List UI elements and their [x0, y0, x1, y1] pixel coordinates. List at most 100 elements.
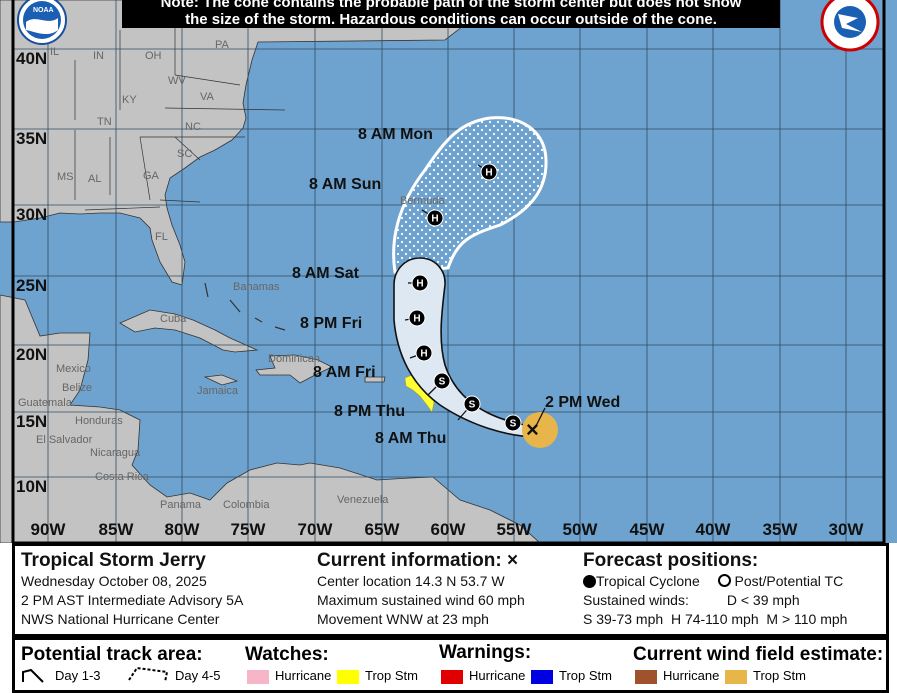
land-jamaica — [203, 374, 239, 386]
state-label: IN — [93, 50, 104, 62]
svg-text:NOAA: NOAA — [33, 7, 54, 14]
place-label: Jamaica — [197, 385, 239, 397]
place-label: Cuba — [160, 313, 187, 325]
lon-label: 80W — [165, 520, 201, 539]
wind-field-title: Current wind field estimate: — [633, 644, 884, 665]
forecast-positions-title: Forecast positions: — [583, 550, 759, 571]
lon-label: 40W — [696, 520, 732, 539]
lat-label: 10N — [16, 477, 47, 496]
state-borders — [74, 27, 286, 211]
place-label: Mexico — [56, 363, 91, 375]
ts-warning-swatch — [531, 670, 553, 684]
lon-label: 70W — [298, 520, 334, 539]
note-line-1: Note: The cone contains the probable pat… — [160, 0, 742, 11]
state-label: KY — [122, 94, 137, 106]
current-time-label: 2 PM Wed — [545, 394, 620, 411]
filled-circle-icon — [583, 575, 596, 588]
place-label: Colombia — [223, 499, 270, 511]
legend-panel: Potential track area: Day 1-3 Day 4-5 Wa… — [12, 637, 889, 693]
lon-label: 65W — [365, 520, 401, 539]
day13-label: Day 1-3 — [55, 668, 101, 683]
land-hispaniola — [255, 354, 333, 384]
intensity-letter: S — [510, 419, 517, 430]
lon-label: 50W — [563, 520, 599, 539]
place-label: Bahamas — [233, 281, 280, 293]
state-label: PA — [215, 39, 230, 51]
wind-field-estimate — [522, 412, 558, 448]
place-label: Costa Rica — [95, 471, 150, 483]
place-label: Panama — [160, 499, 202, 511]
tropical-cyclone-label: Tropical Cyclone — [596, 573, 700, 589]
state-label: AL — [88, 173, 101, 185]
state-label: SC — [177, 148, 192, 160]
track-area-title: Potential track area: — [21, 644, 203, 665]
intensity-scale: S 39-73 mph H 74-110 mph M > 110 mph — [583, 611, 848, 627]
state-label: MS — [57, 171, 74, 183]
forecast-position-marker: H — [426, 209, 444, 227]
land-latin-america — [0, 294, 541, 543]
lon-label: 45W — [630, 520, 666, 539]
forecast-position-marker: S — [504, 414, 522, 432]
noaa-logo: NOAA — [17, 0, 67, 45]
place-label: Dominican — [268, 353, 320, 365]
state-label: OH — [145, 50, 162, 62]
land-bahamas — [204, 282, 286, 331]
hurricane-warning-label: Hurricane — [469, 668, 526, 683]
intensity-letter: S — [469, 400, 476, 411]
place-label: Bermuda — [400, 195, 446, 207]
forecast-time-label: 8 AM Fri — [313, 364, 376, 381]
movement: Movement WNW at 23 mph — [317, 611, 489, 627]
lat-label: 40N — [16, 49, 47, 68]
place-label: Guatemala — [18, 397, 73, 409]
place-label: El Salvador — [36, 434, 93, 446]
lat-label: 25N — [16, 276, 47, 295]
place-label: Belize — [62, 382, 92, 394]
day13-cone-icon — [22, 668, 44, 683]
lat-label: 20N — [16, 345, 47, 364]
sustained-winds-label: Sustained winds: — [583, 592, 689, 608]
hurricane-watch-label: Hurricane — [275, 668, 332, 683]
cone-day-4-5 — [392, 116, 548, 274]
place-label: Honduras — [75, 415, 123, 427]
forecast-position-marker: H — [411, 274, 429, 292]
ts-wind-swatch — [725, 670, 747, 684]
intensity-letter: H — [416, 279, 423, 290]
day45-cone-icon — [128, 666, 169, 682]
cone-day-1-3 — [393, 257, 536, 438]
land-cuba — [119, 309, 259, 353]
max-wind: Maximum sustained wind 60 mph — [317, 592, 525, 608]
intensity-letter: H — [413, 314, 420, 325]
place-label: Nicaragua — [90, 447, 141, 459]
intensity-letter: S — [439, 377, 446, 388]
axis-labels: 40N 35N 30N 25N 20N 15N 10N 90W 85W 80W 75W 70W 65W 6… — [16, 49, 864, 539]
state-label: TN — [97, 116, 112, 128]
storm-info-panel: Tropical Storm Jerry Wednesday October 0… — [12, 543, 889, 637]
state-label: GA — [143, 170, 160, 182]
forecast-position-marker: H — [408, 309, 426, 327]
state-label: IL — [50, 46, 59, 58]
ts-watch-swatch — [337, 670, 359, 684]
state-label: VA — [200, 91, 215, 103]
open-circle-icon — [717, 574, 731, 587]
advisory-number: 2 PM AST Intermediate Advisory 5A — [21, 592, 244, 608]
lat-label: 35N — [16, 129, 47, 148]
forecast-position-marker: H — [415, 344, 433, 362]
advisory-date: Wednesday October 08, 2025 — [21, 573, 207, 589]
intensity-letter: H — [420, 349, 427, 360]
state-label: FL — [155, 231, 168, 243]
hurricane-warning-swatch — [441, 670, 463, 684]
watches-title: Watches: — [245, 644, 329, 665]
center-location: Center location 14.3 N 53.7 W — [317, 573, 505, 589]
hurricane-watch-swatch — [247, 670, 269, 684]
lon-label: 30W — [829, 520, 865, 539]
forecast-track: 8 AM Thu 8 PM Thu 8 AM Fri 8 PM Fri 8 AM Sat… — [292, 126, 522, 447]
forecast-position-marker: H — [480, 163, 498, 181]
storm-name: Tropical Storm Jerry — [21, 550, 206, 571]
map-border — [11, 0, 886, 543]
current-position-x-icon: × — [526, 417, 539, 442]
forecast-position-marker: S — [433, 372, 451, 390]
current-leader — [534, 407, 546, 429]
intensity-letter: H — [485, 168, 492, 179]
forecast-time-label: 8 PM Thu — [334, 403, 405, 420]
lon-label: 75W — [231, 520, 267, 539]
